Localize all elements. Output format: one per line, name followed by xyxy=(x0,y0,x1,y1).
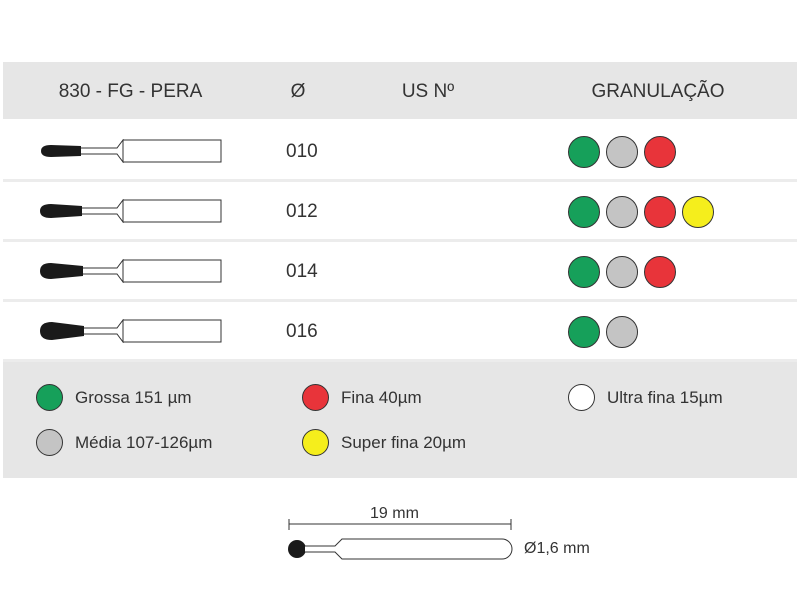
grit-dot-green xyxy=(568,136,600,168)
legend-dot-white xyxy=(568,384,595,411)
grit-dot-gray xyxy=(606,256,638,288)
table-header: 830 - FG - PERA Ø US Nº GRANULAÇÃO xyxy=(3,62,797,119)
grit-dots xyxy=(568,196,714,228)
diameter-value: 010 xyxy=(286,141,318,162)
header-us-number: US Nº xyxy=(401,81,455,102)
pear-bur-icon xyxy=(41,139,222,163)
grit-dot-green xyxy=(568,316,600,348)
bur-head-icon xyxy=(288,540,306,558)
header-model: 830 - FG - PERA xyxy=(58,81,203,102)
grit-dot-gray xyxy=(606,196,638,228)
legend-dot-red xyxy=(302,384,329,411)
grit-dot-red xyxy=(644,136,676,168)
legend-item-coarse: Grossa 151 µm xyxy=(36,384,192,411)
pear-bur-icon xyxy=(40,199,222,223)
grit-dots xyxy=(568,316,638,348)
legend-item-ultra-fine: Ultra fina 15µm xyxy=(568,384,723,411)
grit-dot-yellow xyxy=(682,196,714,228)
diameter-label: Ø1,6 mm xyxy=(524,540,590,557)
header-diameter: Ø xyxy=(290,81,306,102)
table-row: 014 xyxy=(3,242,797,302)
diameter-value: 014 xyxy=(286,261,318,282)
grit-dot-red xyxy=(644,256,676,288)
legend-label: Ultra fina 15µm xyxy=(607,387,723,407)
grit-dots xyxy=(568,136,676,168)
table-row: 012 xyxy=(3,182,797,242)
legend-label: Fina 40µm xyxy=(341,387,422,407)
grit-dot-green xyxy=(568,196,600,228)
grit-dot-gray xyxy=(606,136,638,168)
legend-label: Média 107-126µm xyxy=(75,432,213,452)
grit-dots xyxy=(568,256,676,288)
legend-item-medium: Média 107-126µm xyxy=(36,429,212,456)
legend-item-fine: Fina 40µm xyxy=(302,384,422,411)
grit-legend: Grossa 151 µm Fina 40µm Ultra fina 15µm … xyxy=(3,362,797,478)
table-row: 010 xyxy=(3,122,797,182)
pear-bur-icon xyxy=(40,259,222,283)
legend-label: Super fina 20µm xyxy=(341,432,467,452)
length-label: 19 mm xyxy=(370,505,419,522)
grit-dot-green xyxy=(568,256,600,288)
legend-dot-gray xyxy=(36,429,63,456)
legend-label: Grossa 151 µm xyxy=(75,387,192,407)
header-granulation: GRANULAÇÃO xyxy=(591,81,725,102)
grit-dot-gray xyxy=(606,316,638,348)
legend-dot-yellow xyxy=(302,429,329,456)
diameter-value: 016 xyxy=(286,321,318,342)
legend-dot-green xyxy=(36,384,63,411)
table-row: 016 xyxy=(3,302,797,362)
grit-dot-red xyxy=(644,196,676,228)
legend-item-super-fine: Super fina 20µm xyxy=(302,429,466,456)
bur-dimension-drawing xyxy=(288,519,513,560)
bur-shank-icon xyxy=(305,538,513,560)
pear-bur-icon xyxy=(40,319,222,343)
diameter-value: 012 xyxy=(286,201,318,222)
